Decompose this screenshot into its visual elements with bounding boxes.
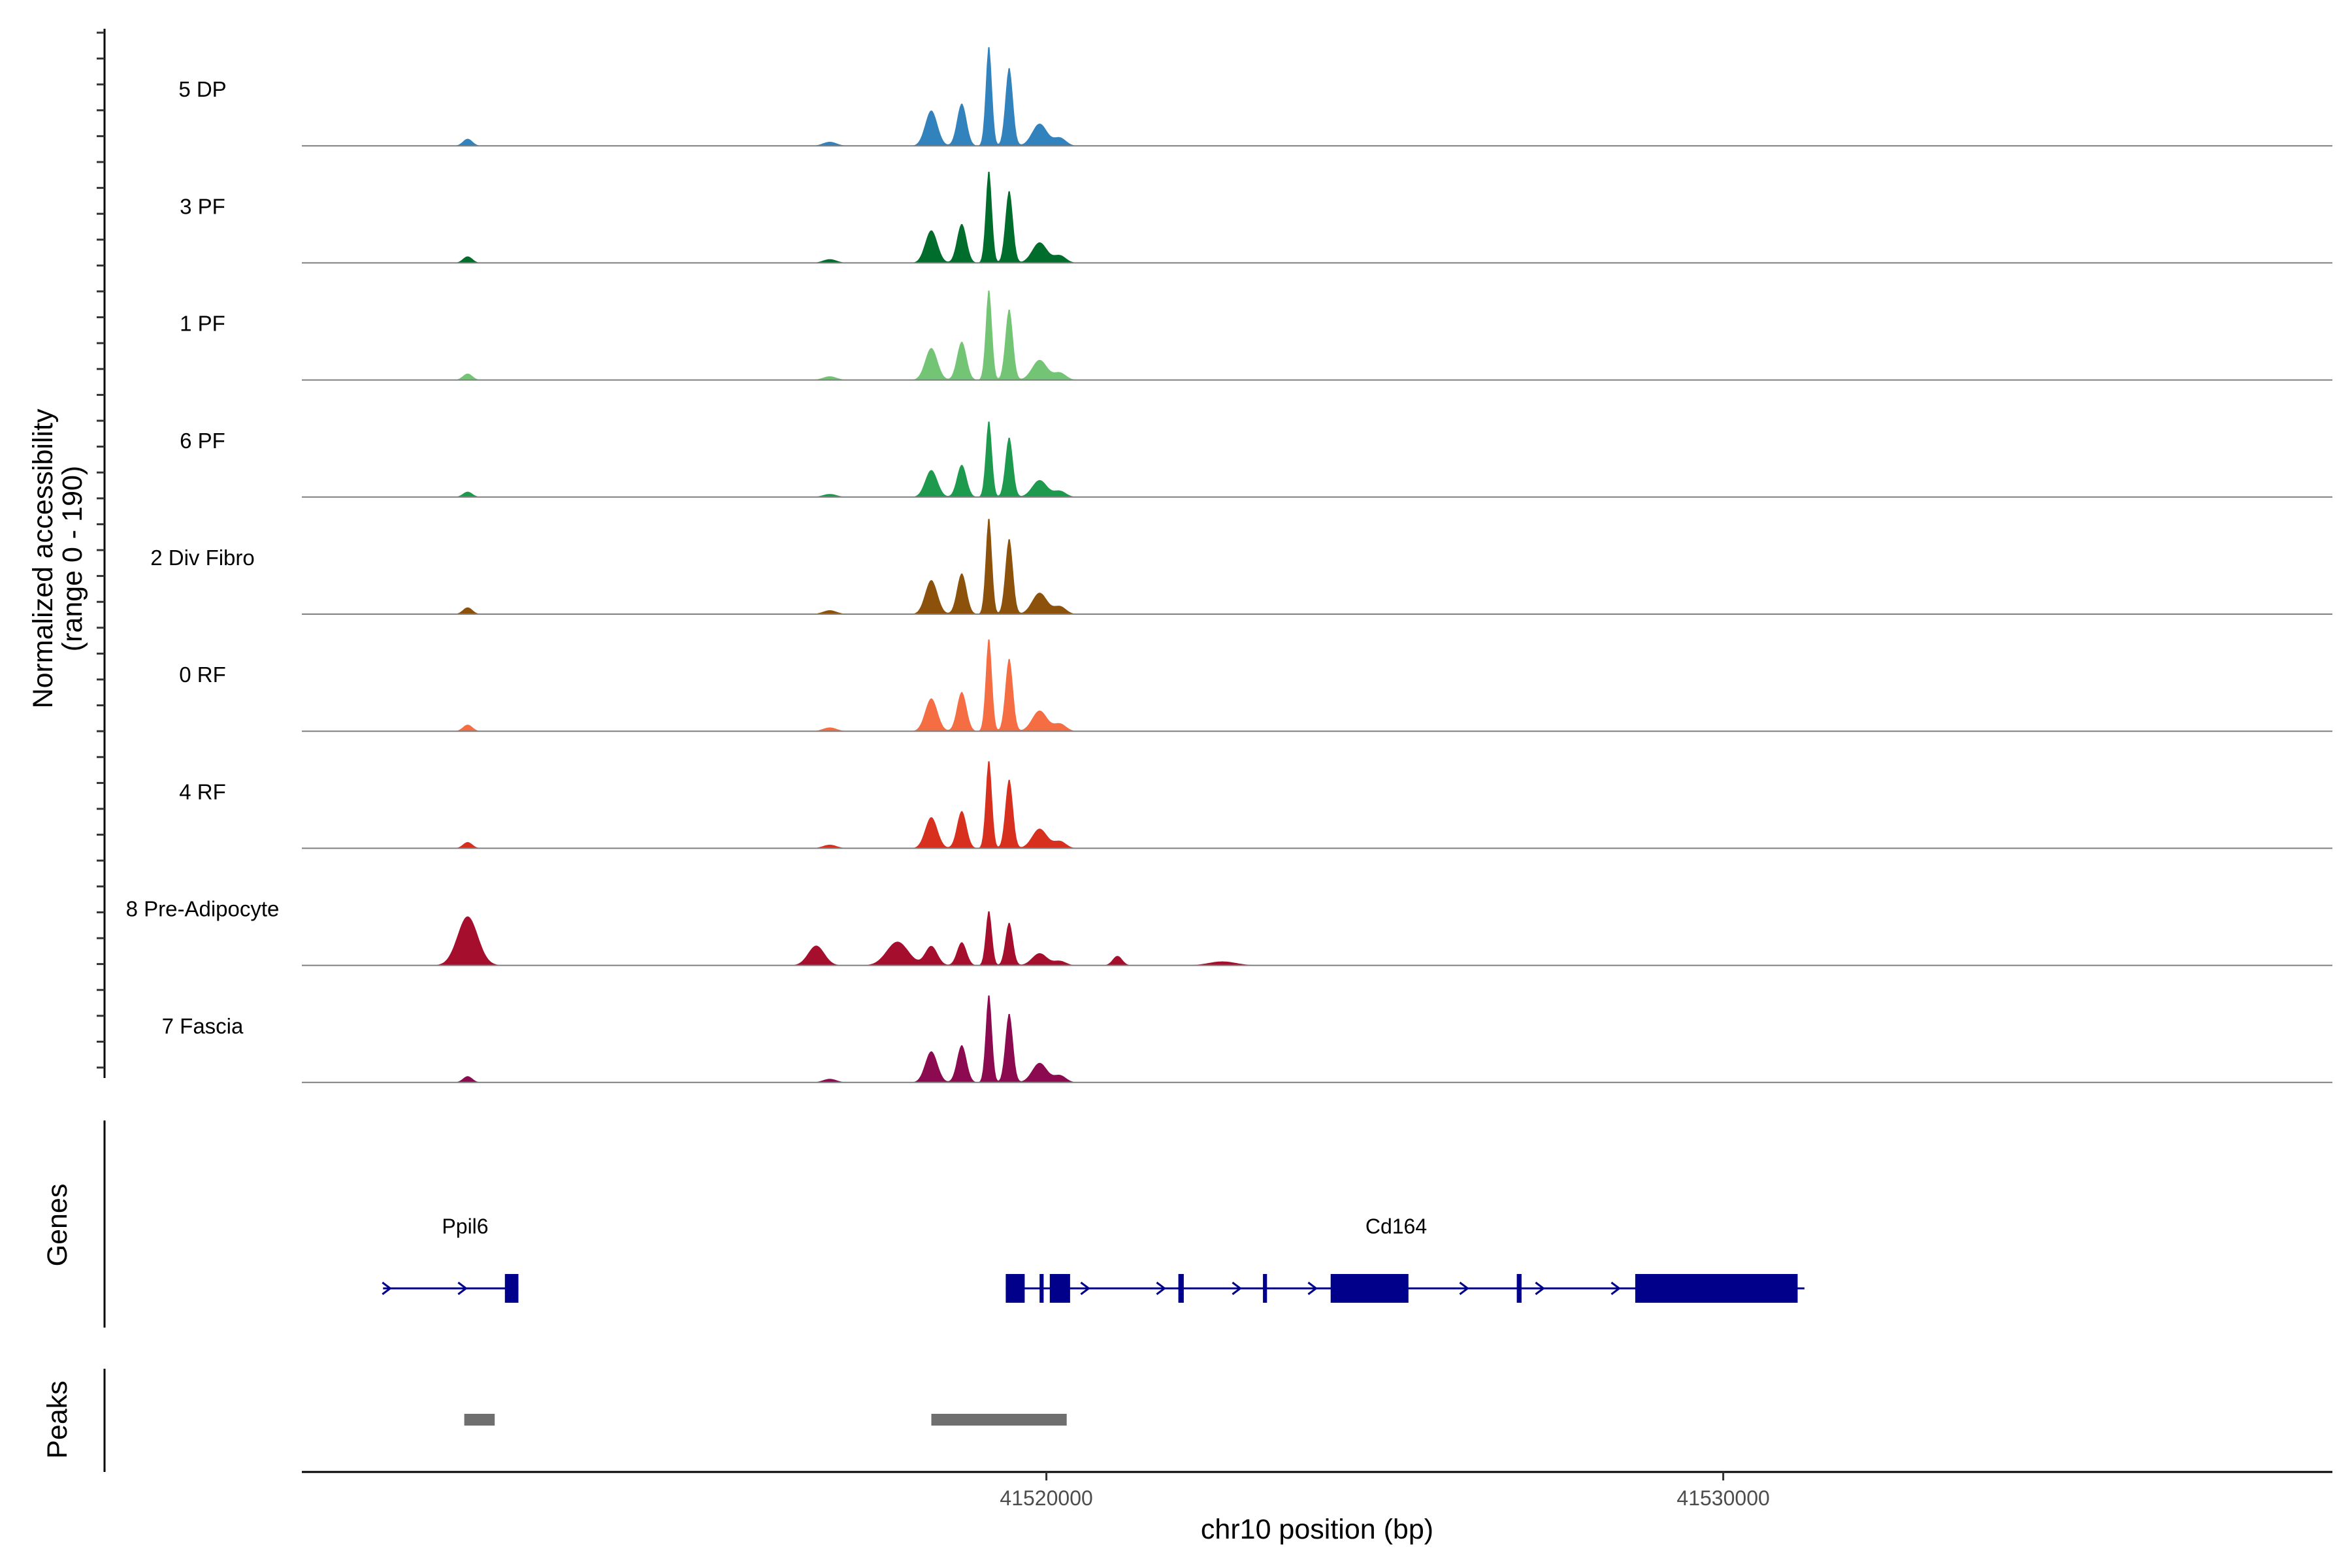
track-1: 3 PF <box>180 171 2332 264</box>
gene-Ppil6: Ppil6 <box>382 1215 519 1303</box>
y-axis-ticks <box>97 31 105 1069</box>
strand-arrow <box>382 1281 392 1296</box>
strand-arrow <box>1535 1281 1545 1296</box>
strand-arrow <box>1610 1281 1621 1296</box>
track-2: 1 PF <box>180 290 2332 381</box>
exon-1-6 <box>1516 1274 1522 1303</box>
coverage-area-2 <box>302 290 2332 380</box>
track-6: 4 RF <box>179 761 2332 849</box>
track-label-7: 8 Pre-Adipocyte <box>126 897 280 921</box>
gene-annotations: Ppil6 Cd164 <box>382 1215 1805 1303</box>
track-label-2: 1 PF <box>180 312 225 336</box>
coverage-area-8 <box>302 995 2332 1083</box>
track-7: 8 Pre-Adipocyte <box>126 897 2332 966</box>
coverage-area-4 <box>302 519 2332 614</box>
x-axis-ticks: 41520000 41530000 <box>1000 1472 1770 1510</box>
gene-Cd164: Cd164 <box>1005 1215 1805 1303</box>
y-axis-title: Normalized accessibility <box>27 408 59 708</box>
coverage-area-1 <box>302 171 2332 263</box>
strand-arrow <box>1156 1281 1166 1296</box>
exon-1-4 <box>1263 1274 1267 1303</box>
peak-1 <box>931 1414 1067 1426</box>
peak-regions <box>464 1414 1067 1426</box>
exon-1-7 <box>1635 1274 1798 1303</box>
strand-arrow <box>457 1281 468 1296</box>
gene-label-Cd164: Cd164 <box>1365 1215 1427 1238</box>
strand-arrow <box>1459 1281 1469 1296</box>
peaks-panel-title: Peaks <box>42 1380 73 1459</box>
track-label-6: 4 RF <box>179 779 226 804</box>
track-label-4: 2 Div Fibro <box>150 546 255 570</box>
exon-1-3 <box>1178 1274 1184 1303</box>
exon-1-1 <box>1039 1274 1044 1303</box>
track-5: 0 RF <box>179 639 2332 732</box>
coverage-area-0 <box>302 47 2332 146</box>
coverage-tracks: 5 DP 3 PF 1 PF 6 PF 2 Div Fibro 0 RF 4 RF 8 Pre… <box>126 47 2332 1083</box>
strand-arrow <box>1232 1281 1242 1296</box>
peak-0 <box>464 1414 495 1426</box>
x-tick-label-1: 41530000 <box>1676 1486 1769 1510</box>
track-8: 7 Fascia <box>162 995 2332 1083</box>
exon-1-2 <box>1049 1274 1070 1303</box>
track-3: 6 PF <box>180 421 2332 498</box>
track-label-3: 6 PF <box>180 429 225 453</box>
gene-label-Ppil6: Ppil6 <box>442 1215 488 1238</box>
coverage-area-5 <box>302 639 2332 732</box>
track-0: 5 DP <box>178 47 2332 147</box>
exon-0-0 <box>504 1274 519 1303</box>
coverage-area-6 <box>302 761 2332 849</box>
coverage-area-3 <box>302 421 2332 497</box>
track-4: 2 Div Fibro <box>150 519 2332 615</box>
coverage-area-7 <box>302 911 2332 966</box>
x-axis-title: chr10 position (bp) <box>1201 1514 1433 1545</box>
track-label-1: 3 PF <box>180 194 225 218</box>
track-label-0: 5 DP <box>178 77 226 101</box>
track-label-5: 0 RF <box>179 662 226 687</box>
x-tick-label-0: 41520000 <box>1000 1486 1092 1510</box>
genes-panel-title: Genes <box>42 1184 73 1267</box>
y-axis-subtitle: (range 0 - 190) <box>57 466 88 651</box>
exon-1-0 <box>1005 1274 1025 1303</box>
track-label-8: 7 Fascia <box>162 1014 244 1038</box>
exon-1-5 <box>1330 1274 1409 1303</box>
strand-arrow <box>1307 1281 1318 1296</box>
strand-arrow <box>1080 1281 1090 1296</box>
